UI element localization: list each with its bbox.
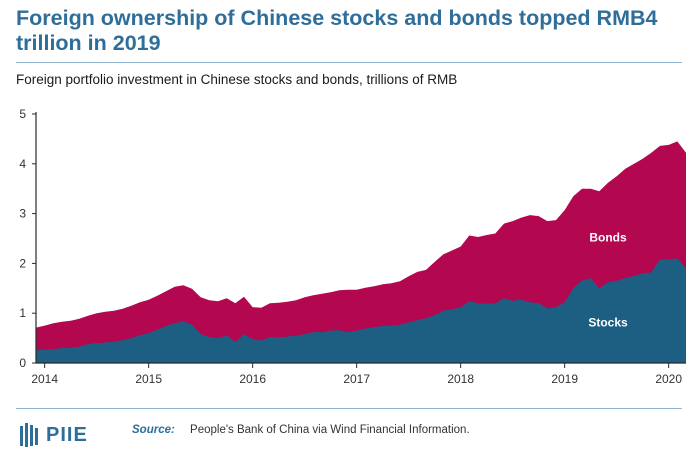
- y-tick-label: 2: [19, 256, 26, 270]
- x-tick-label: 2020: [655, 372, 682, 386]
- source-text: People's Bank of China via Wind Financia…: [190, 424, 470, 436]
- footer-divider: [16, 408, 682, 409]
- x-tick-label: 2015: [135, 372, 162, 386]
- series-label-bonds: Bonds: [589, 231, 627, 245]
- y-tick-label: 3: [19, 207, 26, 221]
- piie-logo-text: PIIE: [46, 424, 88, 446]
- y-tick-label: 0: [19, 356, 26, 370]
- chart-plot: 0 1 2 3 4 5 2014 2015 2016 2017 2018 2019 2020 Bonds S…: [19, 107, 686, 386]
- title-divider: [16, 62, 682, 63]
- source-note: Source: People's Bank of China via Wind …: [132, 424, 470, 436]
- x-tick-label: 2018: [447, 372, 474, 386]
- x-tick-label: 2016: [239, 372, 266, 386]
- stocks-area: [36, 258, 686, 363]
- piie-logo: PIIE: [18, 420, 128, 450]
- x-tick-label: 2017: [343, 372, 370, 386]
- chart-subtitle: Foreign portfolio investment in Chinese …: [16, 72, 458, 87]
- y-tick-label: 4: [19, 157, 26, 171]
- source-label: Source:: [132, 424, 175, 436]
- series-label-stocks: Stocks: [588, 316, 628, 330]
- x-tick-label: 2019: [551, 372, 578, 386]
- y-tick-label: 5: [19, 107, 26, 121]
- y-tick-label: 1: [19, 306, 26, 320]
- x-tick-label: 2014: [31, 372, 58, 386]
- piie-logo-icon: [20, 423, 38, 447]
- chart-title: Foreign ownership of Chinese stocks and …: [16, 6, 658, 55]
